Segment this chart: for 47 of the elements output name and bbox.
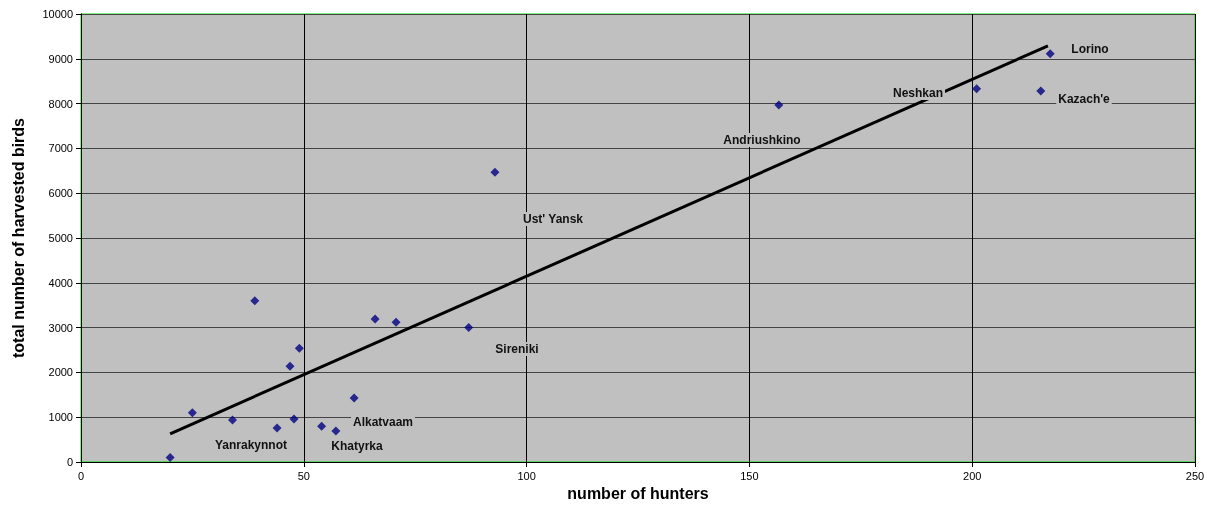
point (317, 421, 327, 431)
point (272, 423, 282, 433)
point (289, 414, 299, 424)
annotation: Yanrakynnot (214, 438, 288, 452)
y-tick-label: 10000 (42, 8, 73, 20)
point (1036, 86, 1046, 96)
annotation: Neshkan (892, 86, 944, 100)
point (285, 361, 295, 371)
x-tick-label: 50 (297, 469, 310, 482)
y-tick-label: 9000 (48, 52, 73, 65)
point (774, 100, 784, 110)
y-tick-label: 2000 (48, 366, 73, 379)
x-tick-label: 200 (963, 469, 982, 482)
x-axis-title: number of hunters (567, 485, 709, 503)
point (464, 323, 474, 333)
y-tick-label: 0 (66, 456, 73, 468)
point (165, 453, 175, 463)
point (250, 296, 260, 306)
x-tick-label: 100 (517, 469, 536, 482)
annotation: Kazach'e (1058, 92, 1111, 106)
point (228, 415, 237, 425)
annotation: Khatyrka (331, 439, 383, 453)
point (349, 393, 359, 403)
point (391, 317, 401, 327)
annotation: Alkatvaam (352, 415, 414, 429)
y-tick-label: 5000 (48, 232, 73, 244)
point (972, 84, 982, 94)
annotation: Andriushkino (723, 133, 801, 147)
y-tick-label: 4000 (48, 276, 73, 289)
annotation: Ust' Yansk (523, 212, 584, 226)
point (370, 314, 380, 324)
point (331, 426, 341, 436)
annotation: Lorino (1071, 42, 1109, 56)
point (294, 343, 304, 353)
y-tick-label: 7000 (48, 142, 73, 155)
annotation: Sireniki (495, 342, 539, 356)
x-tick-label: 250 (1185, 469, 1205, 482)
y-tick-label: 1000 (48, 411, 73, 424)
x-tick-label: 150 (740, 469, 759, 482)
y-tick-label: 3000 (48, 321, 73, 334)
point (1045, 49, 1055, 59)
y-axis-title: total number of harvested birds (9, 117, 27, 359)
x-tick-label: 0 (77, 469, 85, 482)
y-tick-label: 6000 (48, 187, 73, 200)
point (187, 408, 197, 418)
point (490, 167, 500, 177)
y-tick-label: 8000 (48, 97, 73, 110)
